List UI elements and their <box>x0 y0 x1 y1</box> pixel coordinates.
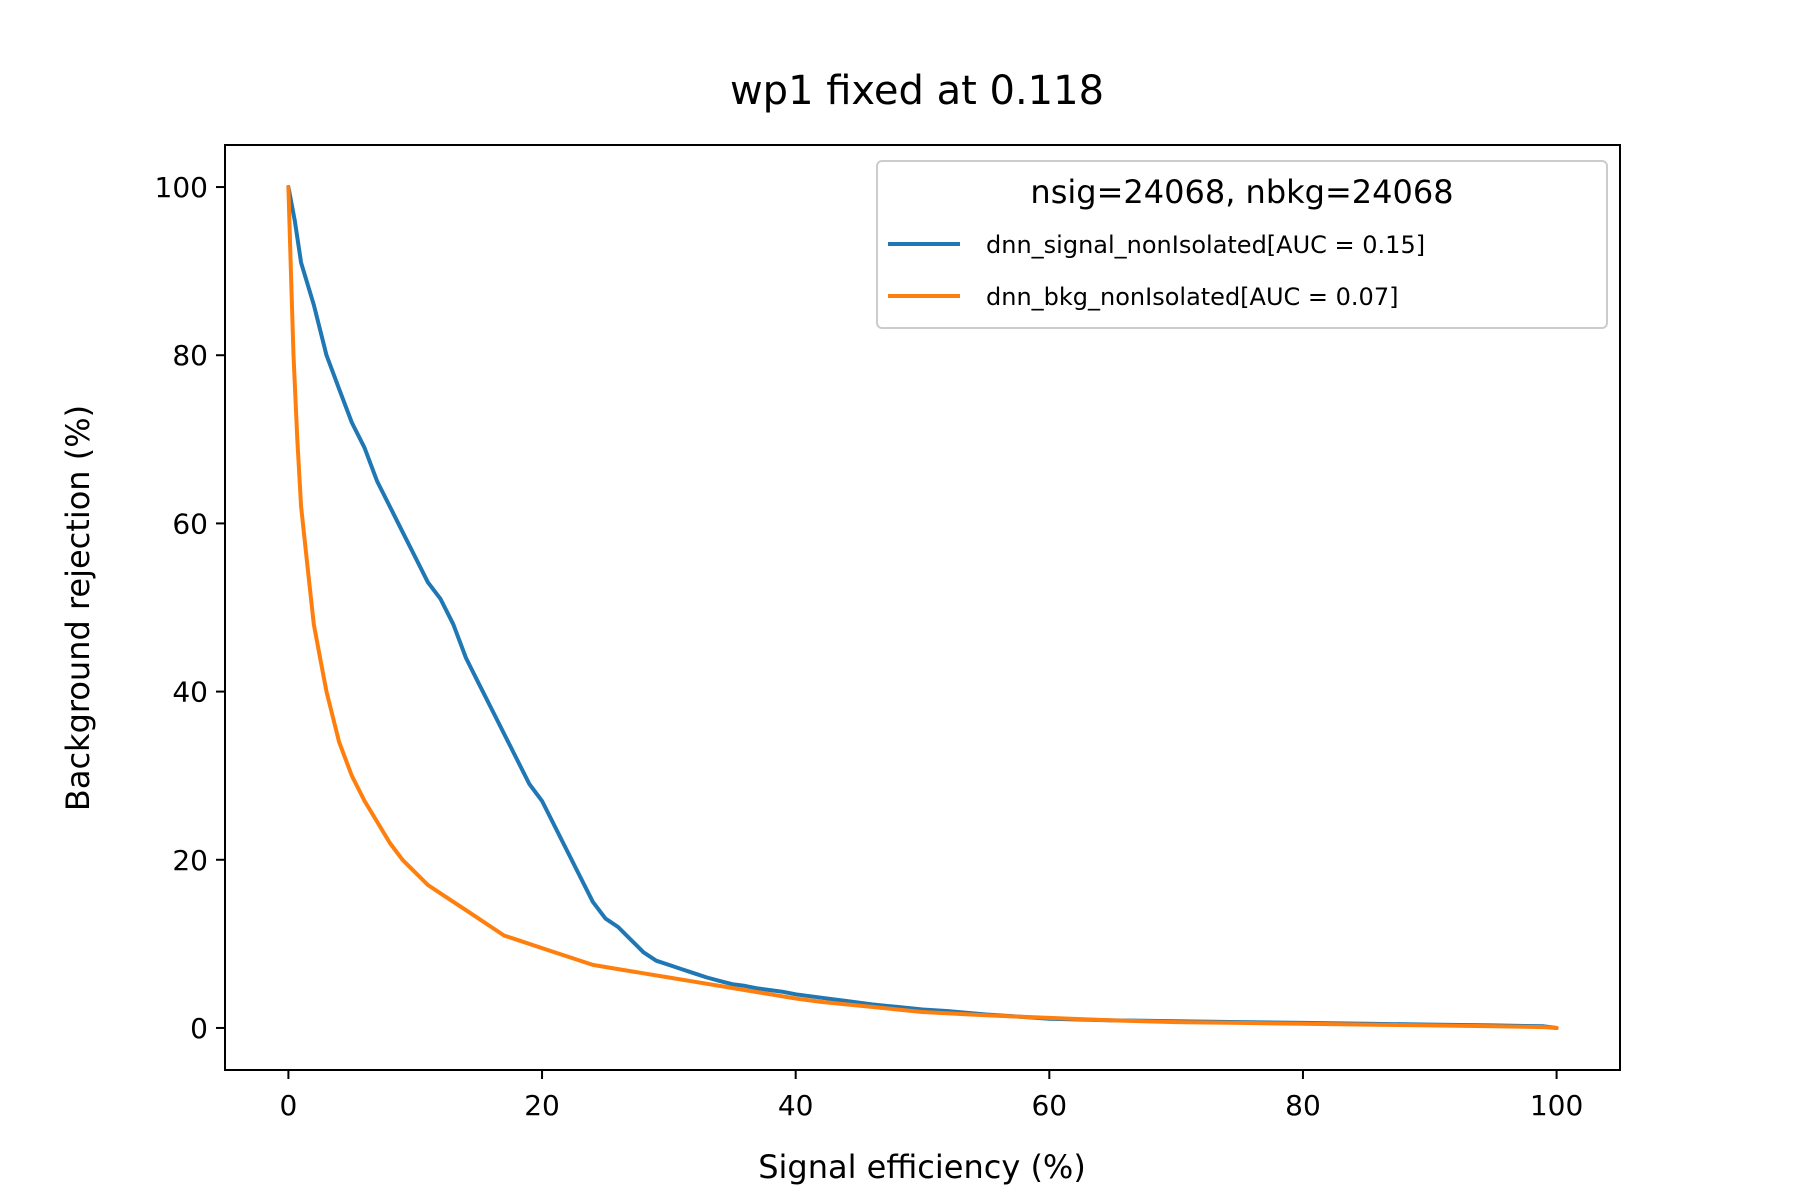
x-tick-label: 60 <box>1031 1089 1067 1122</box>
y-tick-label: 100 <box>155 171 208 204</box>
x-tick-label: 100 <box>1530 1089 1583 1122</box>
y-tick-label: 0 <box>190 1012 208 1045</box>
y-tick-label: 20 <box>172 844 208 877</box>
x-tick-label: 40 <box>778 1089 814 1122</box>
y-tick-label: 80 <box>172 339 208 372</box>
x-axis: 0 20 40 60 80 100 <box>279 1070 1583 1122</box>
y-axis-label: Background rejection (%) <box>59 405 97 811</box>
x-axis-label: Signal efficiency (%) <box>758 1148 1086 1186</box>
legend-label-background: dnn_bkg_nonIsolated[AUC = 0.07] <box>986 283 1398 311</box>
y-tick-label: 40 <box>172 676 208 709</box>
plot-lines <box>286 185 1559 1030</box>
chart-title: wp1 fixed at 0.118 <box>730 68 1104 114</box>
legend-box <box>876 160 1608 329</box>
y-axis: 0 20 40 60 80 100 <box>155 171 225 1045</box>
x-tick-label: 0 <box>279 1089 297 1122</box>
legend-label-signal: dnn_signal_nonIsolated[AUC = 0.15] <box>986 231 1425 259</box>
y-tick-label: 60 <box>172 507 208 540</box>
x-tick-label: 20 <box>524 1089 560 1122</box>
background-series-line <box>286 185 1559 1030</box>
plot-area-frame <box>224 144 1621 1071</box>
legend: nsig=24068, nbkg=24068 dnn_signal_nonIso… <box>876 160 1608 329</box>
x-tick-label: 80 <box>1285 1089 1321 1122</box>
legend-title: nsig=24068, nbkg=24068 <box>1030 173 1453 211</box>
